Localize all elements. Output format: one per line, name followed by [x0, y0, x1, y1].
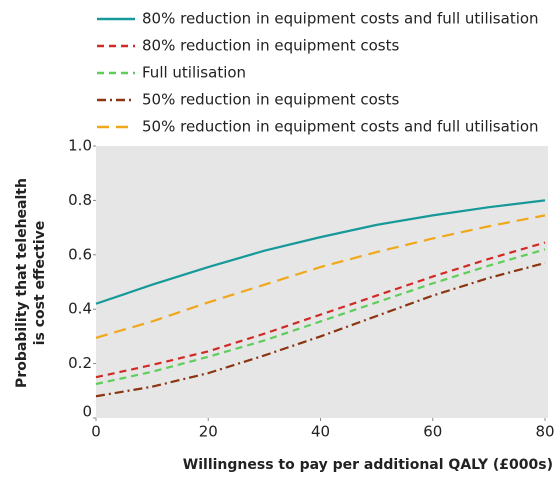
- series-line: [95, 261, 546, 398]
- series-line: [95, 214, 546, 339]
- x-tick-label: 80: [535, 423, 554, 441]
- legend-label: 80% reduction in equipment costs: [142, 37, 399, 55]
- y-axis-label-line: is cost effective: [32, 221, 48, 346]
- series-line: [95, 248, 546, 386]
- y-tick-label: 0.4: [68, 300, 92, 318]
- y-tick-label: 1.0: [68, 137, 92, 155]
- legend-label: Full utilisation: [142, 64, 246, 82]
- y-tick-label: 0: [82, 403, 92, 421]
- y-tick-label: 0.8: [68, 191, 92, 209]
- y-axis-label-line: Probability that telehealth: [14, 178, 30, 388]
- y-tick-label: 0.6: [68, 245, 92, 263]
- legend-label: 50% reduction in equipment costs and ful…: [142, 118, 539, 136]
- legend-label: 80% reduction in equipment costs and ful…: [142, 10, 539, 28]
- series-line: [95, 241, 546, 379]
- series-line: [95, 199, 546, 305]
- x-tick-label: 20: [199, 423, 218, 441]
- x-tick-label: 60: [423, 423, 442, 441]
- x-tick-label: 0: [91, 423, 101, 441]
- x-axis-label: Willingness to pay per additional QALY (…: [183, 457, 553, 473]
- y-axis-label: Probability that telehealth is cost effe…: [14, 178, 48, 388]
- legend-label: 50% reduction in equipment costs: [142, 91, 399, 109]
- y-tick-label: 0.2: [68, 354, 92, 372]
- x-tick-label: 40: [311, 423, 330, 441]
